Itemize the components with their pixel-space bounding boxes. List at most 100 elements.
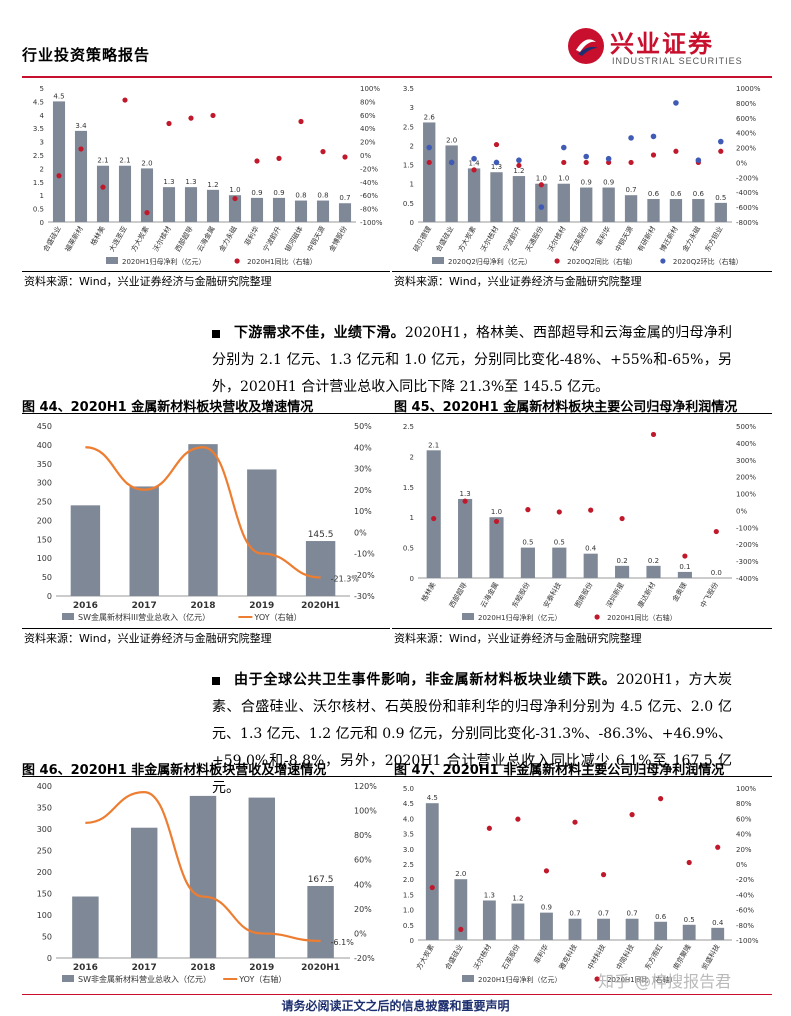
bar <box>580 187 593 222</box>
figure-rule <box>22 413 772 414</box>
yoy-point <box>673 148 679 154</box>
chart-fig46-svg: 0 50 100 150 200 250 300 350 400 -20% 0% 20% 40% 60% 8… <box>37 782 378 984</box>
y2-tick-label: 20% <box>736 846 752 854</box>
x-tick-label: 安泰科技 <box>541 581 563 610</box>
bar <box>714 202 727 222</box>
y-tick-label: 2.5 <box>403 423 414 431</box>
bar-value-label: 2.6 <box>424 113 436 121</box>
y-tick-label: 450 <box>37 422 52 431</box>
yoy-point <box>320 149 326 155</box>
yoy-point <box>493 141 500 148</box>
bar <box>250 197 264 222</box>
yoy-value-label: -21.3% <box>331 575 360 584</box>
y-tick-label: 150 <box>37 890 52 899</box>
fig47-title: 图 47、2020H1 非金属新材料主要公司归母净利润情况 <box>394 763 725 778</box>
yoy-point <box>144 210 150 216</box>
chart-fig44: 0 50 100 150 200 250 300 350 400 450 -30% -20% -10% 0… <box>22 418 390 626</box>
yoy-point <box>650 431 657 438</box>
y2-tick-label: -600% <box>736 204 759 212</box>
x-tick-label: 云海金属 <box>478 581 500 610</box>
bar-value-label: 0.9 <box>273 189 284 197</box>
y-tick-label: 2.5 <box>33 152 44 160</box>
x-tick-label: 硕贝德锂 <box>411 225 433 254</box>
chart-fig44-svg: 0 50 100 150 200 250 300 350 400 450 -30% -20% -10% 0… <box>37 422 375 622</box>
yoy-point <box>629 812 635 818</box>
yoy-point <box>556 509 562 515</box>
y-tick-label: 4 <box>40 112 45 120</box>
bar-value-label: 1.0 <box>491 508 502 516</box>
bar <box>552 547 567 578</box>
y-tick-label: 3.5 <box>403 85 414 93</box>
bar <box>272 197 286 222</box>
x-tick-label: 沃尔核材 <box>471 943 493 972</box>
y2-tick-label: -300% <box>736 558 759 566</box>
chart-top-right: 0 0.5 1 1.5 2 2.5 3 3.5 -800% -600% -400% -200% 0% 20… <box>392 80 772 270</box>
yoy-point <box>426 159 432 166</box>
legend-label: 2020H1同比（右轴） <box>607 613 677 622</box>
qoq-point <box>448 159 455 166</box>
x-tick-label: 中简科技 <box>614 943 636 972</box>
bar <box>520 547 535 578</box>
y-tick-label: 300 <box>37 825 52 834</box>
bar-value-label: 3.4 <box>75 122 87 130</box>
x-tick-label: 有研新材 <box>635 225 657 254</box>
yoy-point <box>342 154 348 160</box>
source-note: 资料来源：Wind，兴业证券经济与金融研究院整理 <box>394 632 642 645</box>
y2-tick-label: 100% <box>354 807 377 816</box>
bar-value-label: 0.5 <box>715 194 726 202</box>
x-tick-label: 2018 <box>190 601 215 611</box>
bar <box>711 927 725 940</box>
x-tick-label: 2019 <box>249 601 274 611</box>
y-tick-label: 2.0 <box>403 876 414 884</box>
bar-value-label: 0.7 <box>598 910 609 918</box>
legend-label: 2020H1归母净利（亿元） <box>122 257 206 266</box>
bar <box>692 199 705 222</box>
bar <box>228 195 242 222</box>
y-tick-label: 2.5 <box>403 861 414 869</box>
y-tick-label: 0 <box>410 575 414 583</box>
x-tick-label: 博迁新材 <box>658 225 680 254</box>
logo-icon <box>568 28 604 64</box>
x-tick-label: 东方雨虹 <box>643 943 665 972</box>
chart-fig47-svg: 0 0.5 1.0 1.5 2.0 2.5 3.0 3.5 4.0 4.5 5.0 -100% -80%… <box>403 785 759 984</box>
fig46-title: 图 46、2020H1 非金属新材料板块营收及增速情况 <box>22 763 327 778</box>
y-tick-label: 1.5 <box>403 891 414 899</box>
x-tick-label: 图南股份 <box>573 581 595 610</box>
yoy-point <box>78 146 84 152</box>
bar-value-label: 1.2 <box>512 895 523 903</box>
y2-tick-label: -20% <box>736 876 754 884</box>
logo-text-en: INDUSTRIAL SECURITIES <box>612 56 743 66</box>
bar <box>72 896 99 958</box>
x-tick-label: 宁波韵升 <box>501 225 523 254</box>
yoy-point <box>650 152 657 158</box>
y-tick-label: 250 <box>37 847 52 856</box>
bar-value-label: 0.7 <box>569 910 580 918</box>
y2-tick-label: 200% <box>736 145 756 153</box>
yoy-point <box>713 528 719 535</box>
watermark-text: 知乎 @梓搜报告君 <box>598 972 732 991</box>
x-tick-label: 2017 <box>132 963 157 973</box>
y2-tick-label: 40% <box>354 443 372 452</box>
x-tick-label: 沃尔核材 <box>478 225 500 254</box>
bar <box>206 189 220 222</box>
yoy-point <box>516 162 522 169</box>
y2-tick-label: 300% <box>736 457 756 465</box>
y-tick-label: 5.0 <box>403 785 414 793</box>
bar <box>307 885 334 958</box>
y2-tick-label: 80% <box>360 98 376 106</box>
y-tick-label: 300 <box>37 479 52 488</box>
bar-value-label: 1.2 <box>513 167 524 175</box>
bar <box>625 918 639 940</box>
legend-swatch <box>432 257 444 264</box>
chart-fig47: 0 0.5 1.0 1.5 2.0 2.5 3.0 3.5 4.0 4.5 5.0 -100% -80%… <box>392 780 772 988</box>
fig44-title: 图 44、2020H1 金属新材料板块营收及增速情况 <box>22 400 314 415</box>
y-tick-label: 3 <box>410 104 414 112</box>
y-tick-label: 0.5 <box>33 206 44 214</box>
paragraph-2-body: 2020H1，方大炭素、合盛硅业、沃尔核材、石英股份和菲利华的归母净利分别为 4… <box>212 672 733 796</box>
y-tick-label: 50 <box>42 933 52 942</box>
bar <box>482 900 496 940</box>
y-tick-label: 50 <box>42 573 52 582</box>
legend-swatch <box>234 258 240 264</box>
yoy-point <box>462 498 468 504</box>
source-rule <box>392 271 772 272</box>
